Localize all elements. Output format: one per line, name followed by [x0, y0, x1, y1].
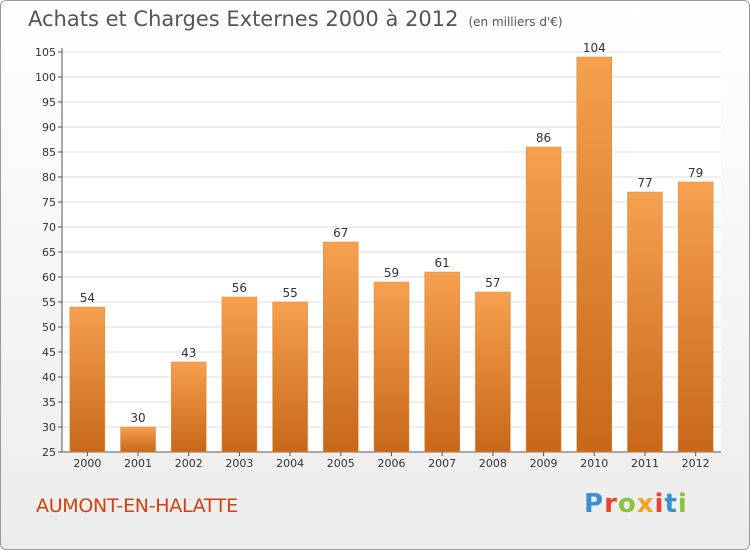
- bar-2007: [424, 271, 460, 453]
- x-tick-label: 2010: [580, 457, 608, 470]
- value-label: 59: [384, 266, 399, 280]
- x-tick-label: 2006: [378, 457, 406, 470]
- y-tick-label: 65: [42, 246, 56, 259]
- y-tick-label: 40: [42, 371, 56, 384]
- value-label: 67: [333, 226, 348, 240]
- chart-title: Achats et Charges Externes 2000 à 2012 (e…: [28, 7, 563, 31]
- y-tick-label: 30: [42, 421, 56, 434]
- bar-2003: [221, 296, 258, 453]
- y-tick-label: 100: [35, 71, 56, 84]
- bar-2012: [677, 181, 714, 453]
- y-tick-label: 35: [42, 396, 56, 409]
- y-tick-label: 85: [42, 146, 56, 159]
- x-tick-label: 2009: [530, 457, 558, 470]
- x-tick-label: 2004: [276, 457, 304, 470]
- y-tick-label: 55: [42, 296, 56, 309]
- logo-letter: r: [604, 489, 618, 519]
- y-tick-label: 45: [42, 346, 56, 359]
- bar-2008: [475, 291, 511, 453]
- y-tick-label: 80: [42, 171, 56, 184]
- bar-2011: [627, 191, 663, 453]
- y-tick-label: 75: [42, 196, 56, 209]
- value-label: 54: [80, 291, 95, 305]
- x-tick-label: 2001: [124, 457, 152, 470]
- bar-2009: [525, 146, 562, 453]
- x-tick-label: 2003: [225, 457, 253, 470]
- bar-2000: [69, 306, 106, 453]
- y-tick-label: 60: [42, 271, 56, 284]
- proxiti-logo: Proxiti: [584, 489, 688, 519]
- bar-2005: [323, 241, 359, 453]
- y-tick-label: 90: [42, 121, 56, 134]
- logo-letter: P: [584, 489, 605, 519]
- y-tick-label: 25: [42, 446, 56, 459]
- x-tick-label: 2005: [327, 457, 355, 470]
- value-label: 30: [130, 411, 145, 425]
- value-label: 57: [485, 276, 500, 290]
- value-label: 79: [688, 166, 703, 180]
- x-tick-label: 2011: [631, 457, 659, 470]
- x-tick-label: 2008: [479, 457, 507, 470]
- bar-2006: [373, 281, 410, 453]
- x-tick-label: 2000: [73, 457, 101, 470]
- value-label: 43: [181, 346, 196, 360]
- value-label: 56: [232, 281, 247, 295]
- bar-2002: [170, 361, 207, 453]
- title-text: Achats et Charges Externes 2000 à 2012: [28, 7, 459, 31]
- logo-letter: x: [636, 489, 655, 519]
- value-label: 61: [435, 256, 450, 270]
- bar-2010: [576, 56, 613, 453]
- logo-letter: o: [617, 489, 637, 519]
- value-label: 104: [583, 41, 606, 55]
- x-tick-label: 2012: [682, 457, 710, 470]
- x-tick-label: 2007: [428, 457, 456, 470]
- y-tick-label: 70: [42, 221, 56, 234]
- value-label: 55: [282, 286, 297, 300]
- logo-letter: i: [654, 489, 665, 519]
- bar-2001: [120, 426, 156, 453]
- y-tick-label: 50: [42, 321, 56, 334]
- y-tick-label: 95: [42, 96, 56, 109]
- y-tick-label: 105: [35, 46, 56, 59]
- bar-2004: [272, 301, 308, 453]
- value-label: 77: [637, 176, 652, 190]
- commune-name: AUMONT-EN-HALATTE: [36, 495, 238, 517]
- unit-label: (en milliers d'€): [468, 15, 563, 29]
- logo-letter: t: [664, 489, 678, 519]
- x-tick-label: 2002: [175, 457, 203, 470]
- value-label: 86: [536, 131, 551, 145]
- logo-letter: i: [677, 489, 688, 519]
